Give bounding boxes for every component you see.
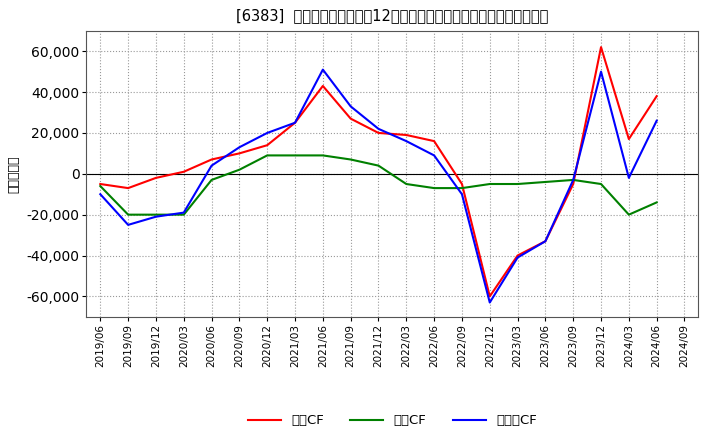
投資CF <box>652 200 661 205</box>
営業CF <box>624 136 633 142</box>
投資CF <box>179 212 188 217</box>
フリーCF <box>430 153 438 158</box>
投資CF <box>374 163 383 168</box>
営業CF <box>235 151 243 156</box>
営業CF <box>430 139 438 144</box>
投資CF <box>402 181 410 187</box>
営業CF <box>569 181 577 187</box>
フリーCF <box>652 118 661 123</box>
投資CF <box>291 153 300 158</box>
営業CF <box>374 130 383 136</box>
フリーCF <box>374 126 383 132</box>
投資CF <box>569 177 577 183</box>
フリーCF <box>207 163 216 168</box>
フリーCF <box>96 191 104 197</box>
営業CF <box>485 294 494 299</box>
投資CF <box>513 181 522 187</box>
フリーCF <box>124 222 132 227</box>
営業CF <box>263 143 271 148</box>
営業CF <box>541 238 550 244</box>
営業CF <box>458 181 467 187</box>
営業CF <box>402 132 410 138</box>
投資CF <box>263 153 271 158</box>
フリーCF <box>485 300 494 305</box>
営業CF <box>652 94 661 99</box>
フリーCF <box>346 104 355 109</box>
投資CF <box>346 157 355 162</box>
営業CF <box>318 83 327 88</box>
営業CF <box>124 186 132 191</box>
Title: [6383]  キャッシュフローの12か月移動合計の対前年同期増減額の推移: [6383] キャッシュフローの12か月移動合計の対前年同期増減額の推移 <box>236 7 549 23</box>
投資CF <box>458 186 467 191</box>
Y-axis label: （百万円）: （百万円） <box>8 155 21 193</box>
フリーCF <box>318 67 327 72</box>
フリーCF <box>291 120 300 125</box>
Line: フリーCF: フリーCF <box>100 70 657 303</box>
フリーCF <box>624 175 633 180</box>
営業CF <box>96 181 104 187</box>
投資CF <box>152 212 161 217</box>
フリーCF <box>597 69 606 74</box>
Line: 営業CF: 営業CF <box>100 47 657 297</box>
フリーCF <box>458 191 467 197</box>
投資CF <box>96 183 104 189</box>
Legend: 営業CF, 投資CF, フリーCF: 営業CF, 投資CF, フリーCF <box>243 409 542 433</box>
投資CF <box>541 180 550 185</box>
投資CF <box>624 212 633 217</box>
投資CF <box>485 181 494 187</box>
フリーCF <box>513 255 522 260</box>
投資CF <box>124 212 132 217</box>
投資CF <box>430 186 438 191</box>
投資CF <box>207 177 216 183</box>
営業CF <box>291 120 300 125</box>
営業CF <box>597 44 606 50</box>
フリーCF <box>152 214 161 219</box>
フリーCF <box>263 130 271 136</box>
営業CF <box>513 253 522 258</box>
営業CF <box>179 169 188 174</box>
投資CF <box>597 181 606 187</box>
フリーCF <box>402 139 410 144</box>
投資CF <box>235 167 243 172</box>
営業CF <box>207 157 216 162</box>
フリーCF <box>569 177 577 183</box>
フリーCF <box>235 145 243 150</box>
営業CF <box>346 116 355 121</box>
Line: 投資CF: 投資CF <box>100 155 657 215</box>
営業CF <box>152 175 161 180</box>
投資CF <box>318 153 327 158</box>
フリーCF <box>179 210 188 215</box>
フリーCF <box>541 238 550 244</box>
